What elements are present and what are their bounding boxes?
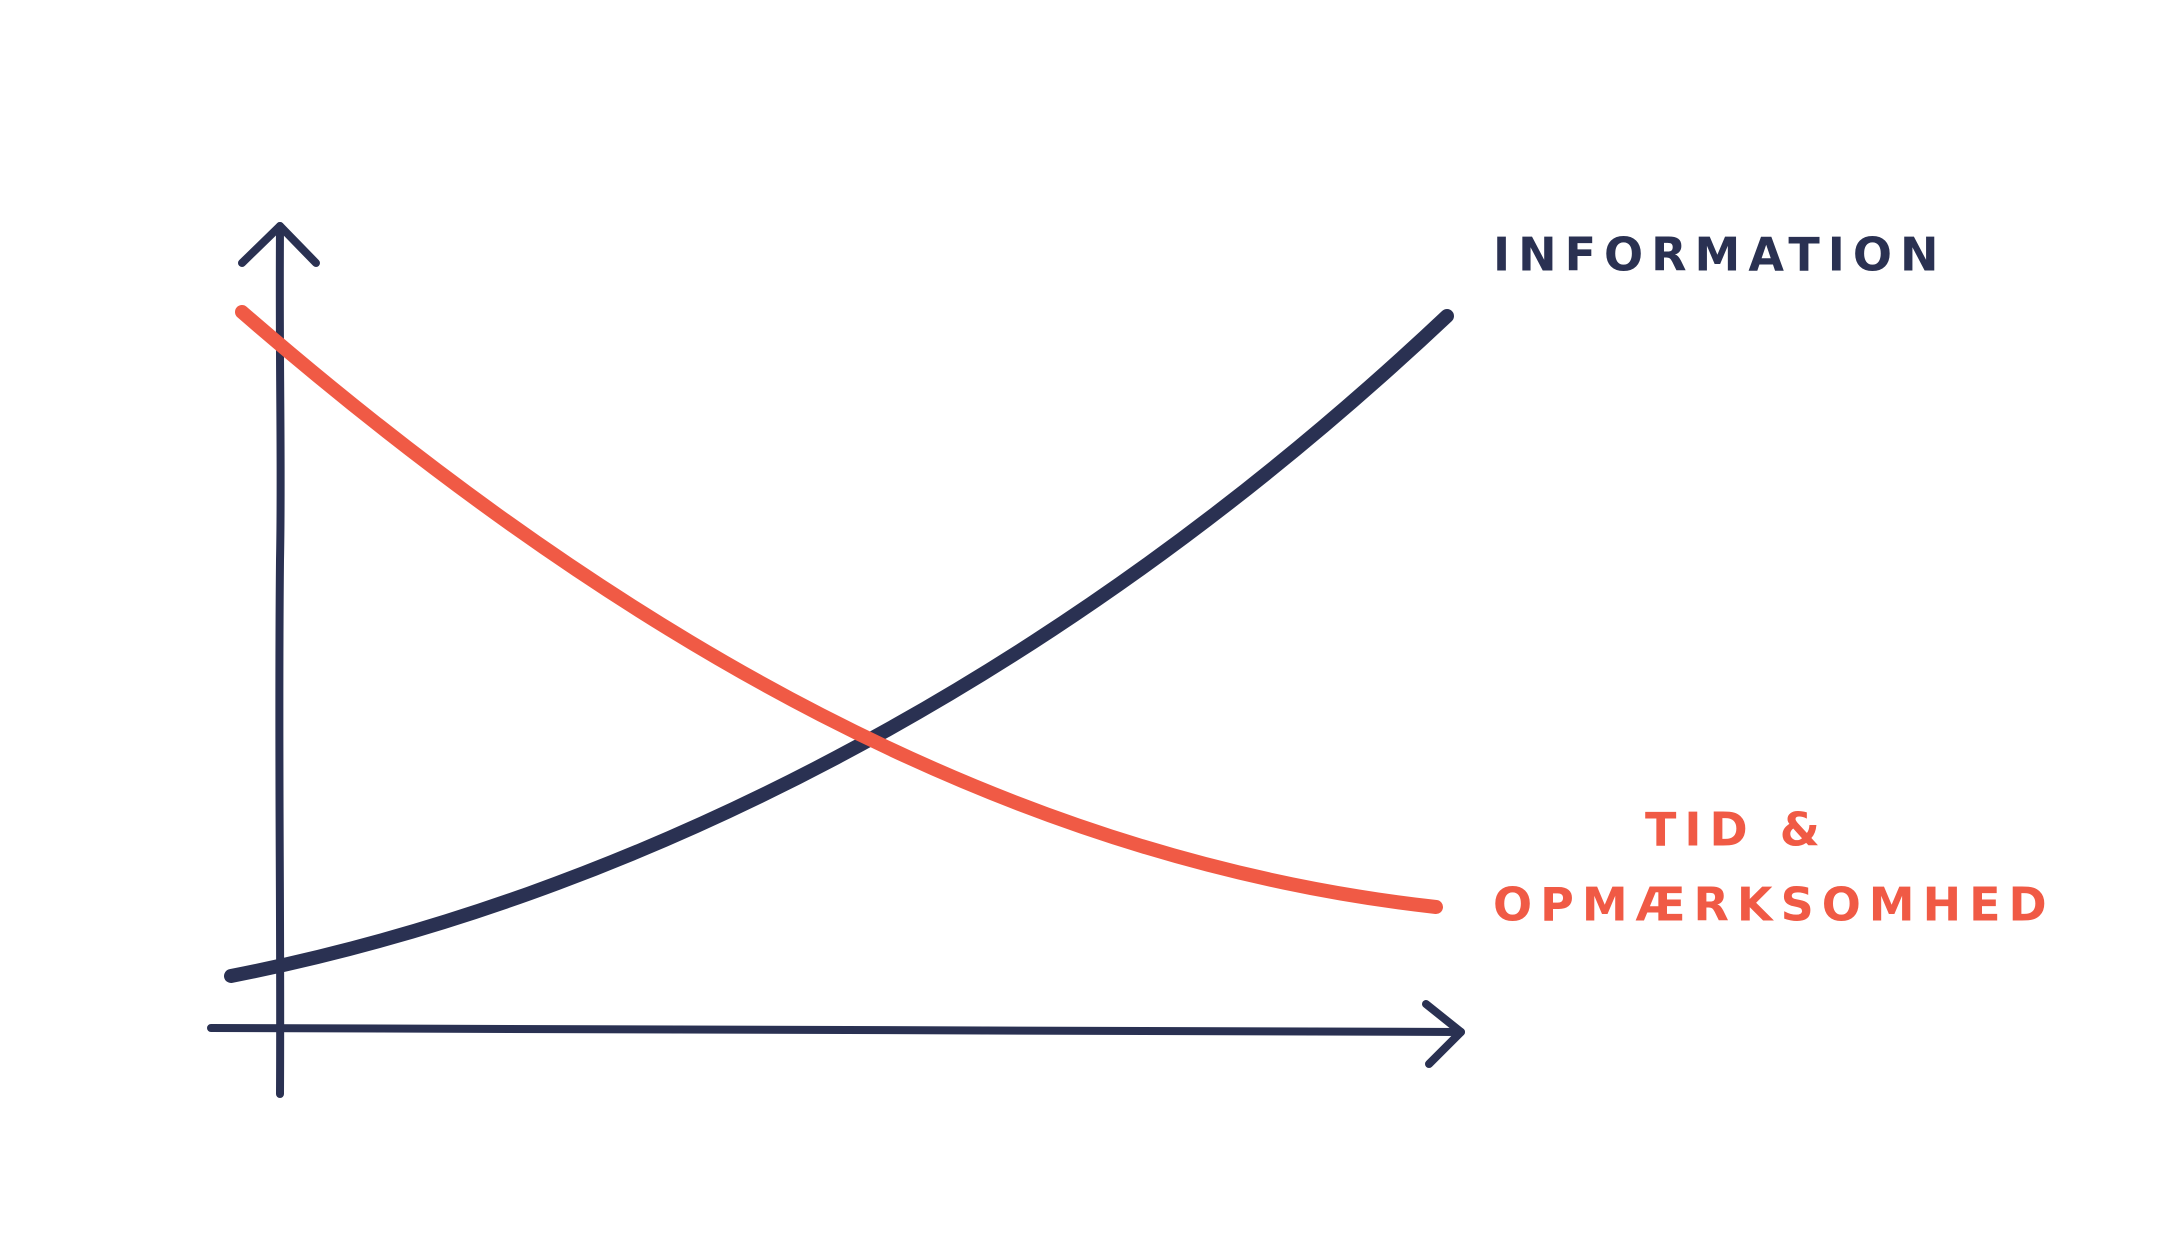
information-curve <box>224 309 1454 983</box>
y-axis-arrow <box>238 222 320 267</box>
attention-curve <box>235 305 1443 914</box>
attention-label-line-2: OPMÆRKSOMHED <box>1493 878 2055 932</box>
x-axis-arrow <box>1422 1000 1465 1068</box>
information-label: INFORMATION <box>1493 228 1946 282</box>
attention-label-line-1: TID & <box>1645 803 1828 857</box>
x-axis <box>207 1023 1465 1036</box>
y-axis <box>275 222 285 1098</box>
